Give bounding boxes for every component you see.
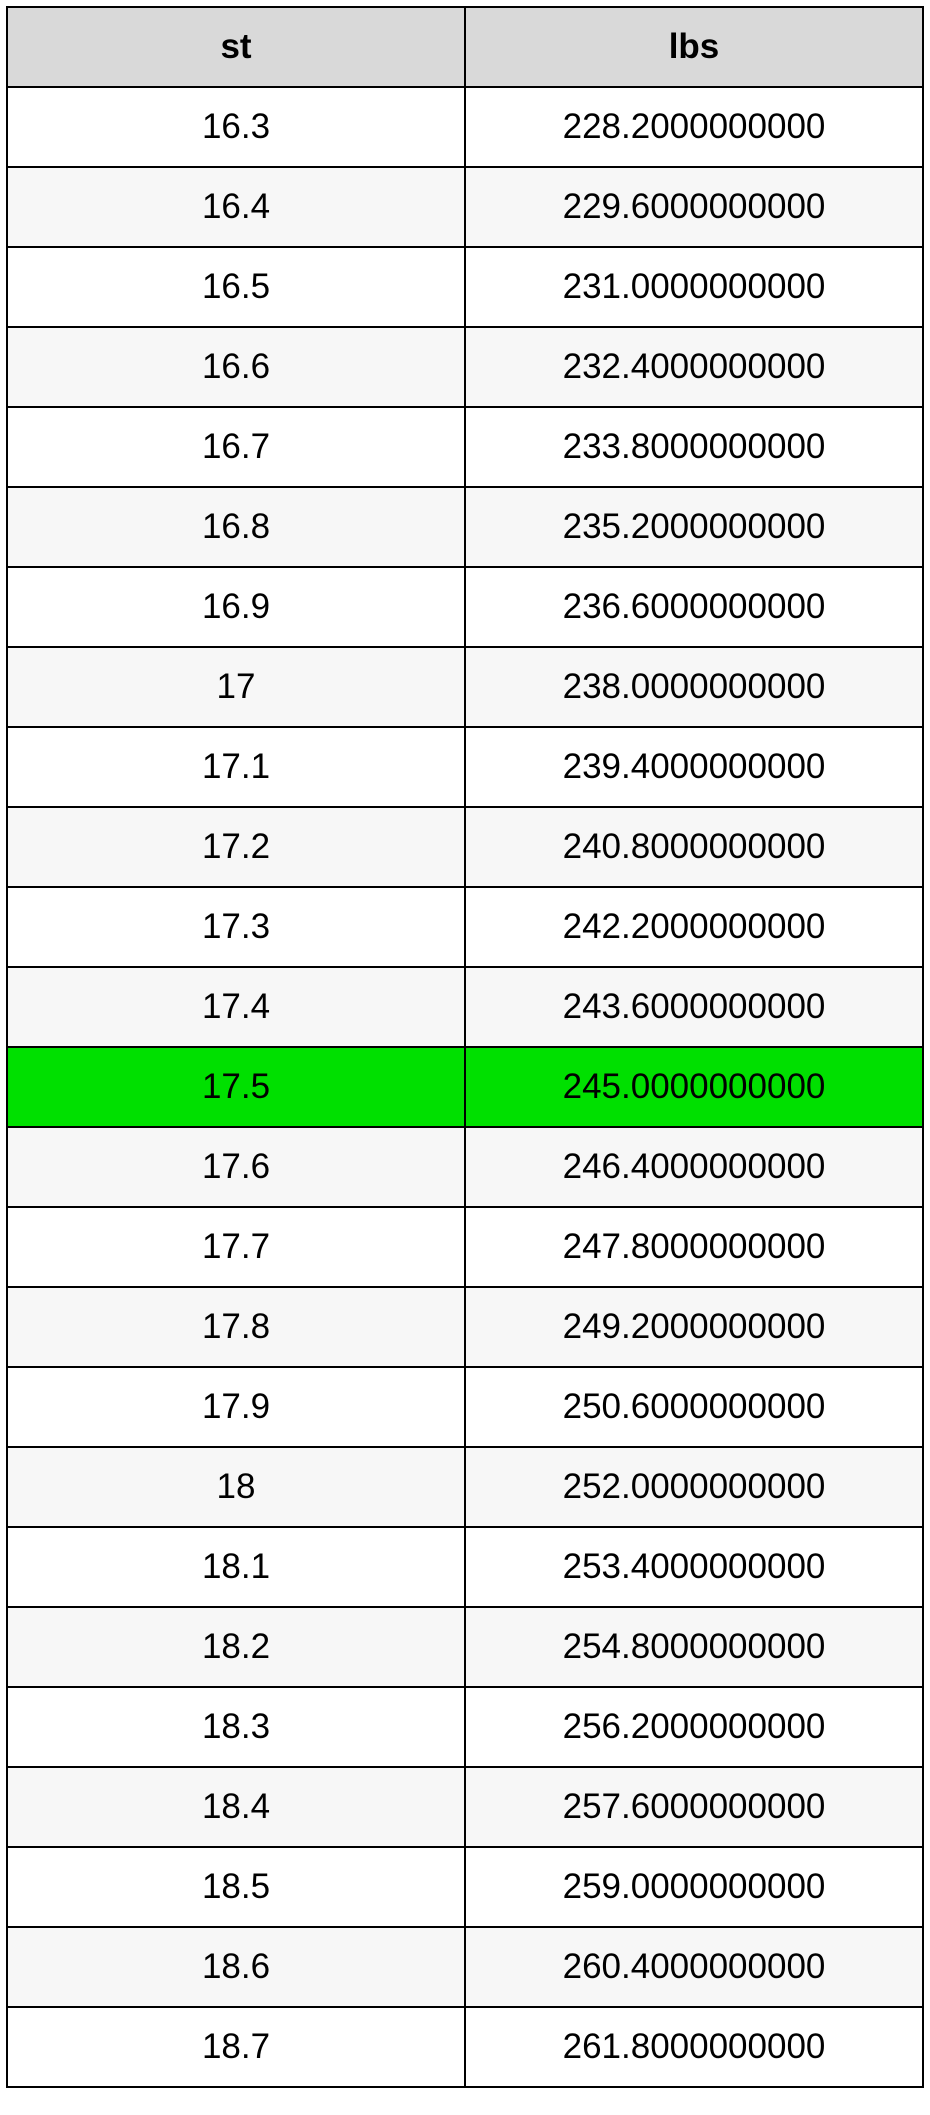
cell-st: 18.2 <box>7 1607 465 1687</box>
cell-lbs: 243.6000000000 <box>465 967 923 1047</box>
table-row: 18.7261.8000000000 <box>7 2007 923 2087</box>
cell-st: 16.4 <box>7 167 465 247</box>
cell-lbs: 257.6000000000 <box>465 1767 923 1847</box>
cell-st: 18.1 <box>7 1527 465 1607</box>
cell-st: 16.7 <box>7 407 465 487</box>
cell-lbs: 232.4000000000 <box>465 327 923 407</box>
cell-st: 17.9 <box>7 1367 465 1447</box>
cell-st: 17.2 <box>7 807 465 887</box>
table-row: 17.7247.8000000000 <box>7 1207 923 1287</box>
cell-st: 18.3 <box>7 1687 465 1767</box>
cell-st: 16.3 <box>7 87 465 167</box>
cell-lbs: 245.0000000000 <box>465 1047 923 1127</box>
cell-st: 18.5 <box>7 1847 465 1927</box>
cell-lbs: 240.8000000000 <box>465 807 923 887</box>
table-header-row: st lbs <box>7 7 923 87</box>
table-row: 18252.0000000000 <box>7 1447 923 1527</box>
cell-lbs: 250.6000000000 <box>465 1367 923 1447</box>
table-row: 16.6232.4000000000 <box>7 327 923 407</box>
cell-lbs: 253.4000000000 <box>465 1527 923 1607</box>
cell-st: 17.3 <box>7 887 465 967</box>
table-row: 16.8235.2000000000 <box>7 487 923 567</box>
table-row: 16.9236.6000000000 <box>7 567 923 647</box>
column-header-st: st <box>7 7 465 87</box>
cell-lbs: 246.4000000000 <box>465 1127 923 1207</box>
table-row: 16.3228.2000000000 <box>7 87 923 167</box>
table-row: 16.5231.0000000000 <box>7 247 923 327</box>
table-row: 16.4229.6000000000 <box>7 167 923 247</box>
cell-st: 17.7 <box>7 1207 465 1287</box>
cell-lbs: 229.6000000000 <box>465 167 923 247</box>
column-header-lbs: lbs <box>465 7 923 87</box>
table-row: 18.6260.4000000000 <box>7 1927 923 2007</box>
cell-st: 18.7 <box>7 2007 465 2087</box>
table-row: 18.4257.6000000000 <box>7 1767 923 1847</box>
cell-lbs: 256.2000000000 <box>465 1687 923 1767</box>
table-row: 17.1239.4000000000 <box>7 727 923 807</box>
cell-lbs: 261.8000000000 <box>465 2007 923 2087</box>
cell-st: 18.4 <box>7 1767 465 1847</box>
table-row: 17.2240.8000000000 <box>7 807 923 887</box>
cell-lbs: 259.0000000000 <box>465 1847 923 1927</box>
table-row: 18.1253.4000000000 <box>7 1527 923 1607</box>
cell-lbs: 254.8000000000 <box>465 1607 923 1687</box>
table-row: 17.4243.6000000000 <box>7 967 923 1047</box>
table-row: 16.7233.8000000000 <box>7 407 923 487</box>
table-row: 17.6246.4000000000 <box>7 1127 923 1207</box>
table-row: 17.5245.0000000000 <box>7 1047 923 1127</box>
cell-lbs: 235.2000000000 <box>465 487 923 567</box>
cell-lbs: 236.6000000000 <box>465 567 923 647</box>
cell-st: 16.6 <box>7 327 465 407</box>
cell-st: 18 <box>7 1447 465 1527</box>
table-body: 16.3228.200000000016.4229.600000000016.5… <box>7 87 923 2087</box>
cell-lbs: 238.0000000000 <box>465 647 923 727</box>
cell-lbs: 249.2000000000 <box>465 1287 923 1367</box>
cell-lbs: 247.8000000000 <box>465 1207 923 1287</box>
cell-lbs: 231.0000000000 <box>465 247 923 327</box>
table-row: 17.3242.2000000000 <box>7 887 923 967</box>
cell-lbs: 233.8000000000 <box>465 407 923 487</box>
cell-st: 16.5 <box>7 247 465 327</box>
table-row: 18.2254.8000000000 <box>7 1607 923 1687</box>
cell-st: 17.1 <box>7 727 465 807</box>
table-row: 17.9250.6000000000 <box>7 1367 923 1447</box>
cell-st: 18.6 <box>7 1927 465 2007</box>
cell-lbs: 242.2000000000 <box>465 887 923 967</box>
conversion-table: st lbs 16.3228.200000000016.4229.6000000… <box>6 6 924 2088</box>
table-row: 18.3256.2000000000 <box>7 1687 923 1767</box>
cell-st: 16.8 <box>7 487 465 567</box>
cell-st: 17.6 <box>7 1127 465 1207</box>
cell-st: 17.5 <box>7 1047 465 1127</box>
table-row: 17238.0000000000 <box>7 647 923 727</box>
cell-st: 17 <box>7 647 465 727</box>
cell-lbs: 228.2000000000 <box>465 87 923 167</box>
table-row: 18.5259.0000000000 <box>7 1847 923 1927</box>
cell-st: 16.9 <box>7 567 465 647</box>
cell-lbs: 252.0000000000 <box>465 1447 923 1527</box>
cell-lbs: 260.4000000000 <box>465 1927 923 2007</box>
cell-st: 17.4 <box>7 967 465 1047</box>
cell-st: 17.8 <box>7 1287 465 1367</box>
cell-lbs: 239.4000000000 <box>465 727 923 807</box>
table-row: 17.8249.2000000000 <box>7 1287 923 1367</box>
